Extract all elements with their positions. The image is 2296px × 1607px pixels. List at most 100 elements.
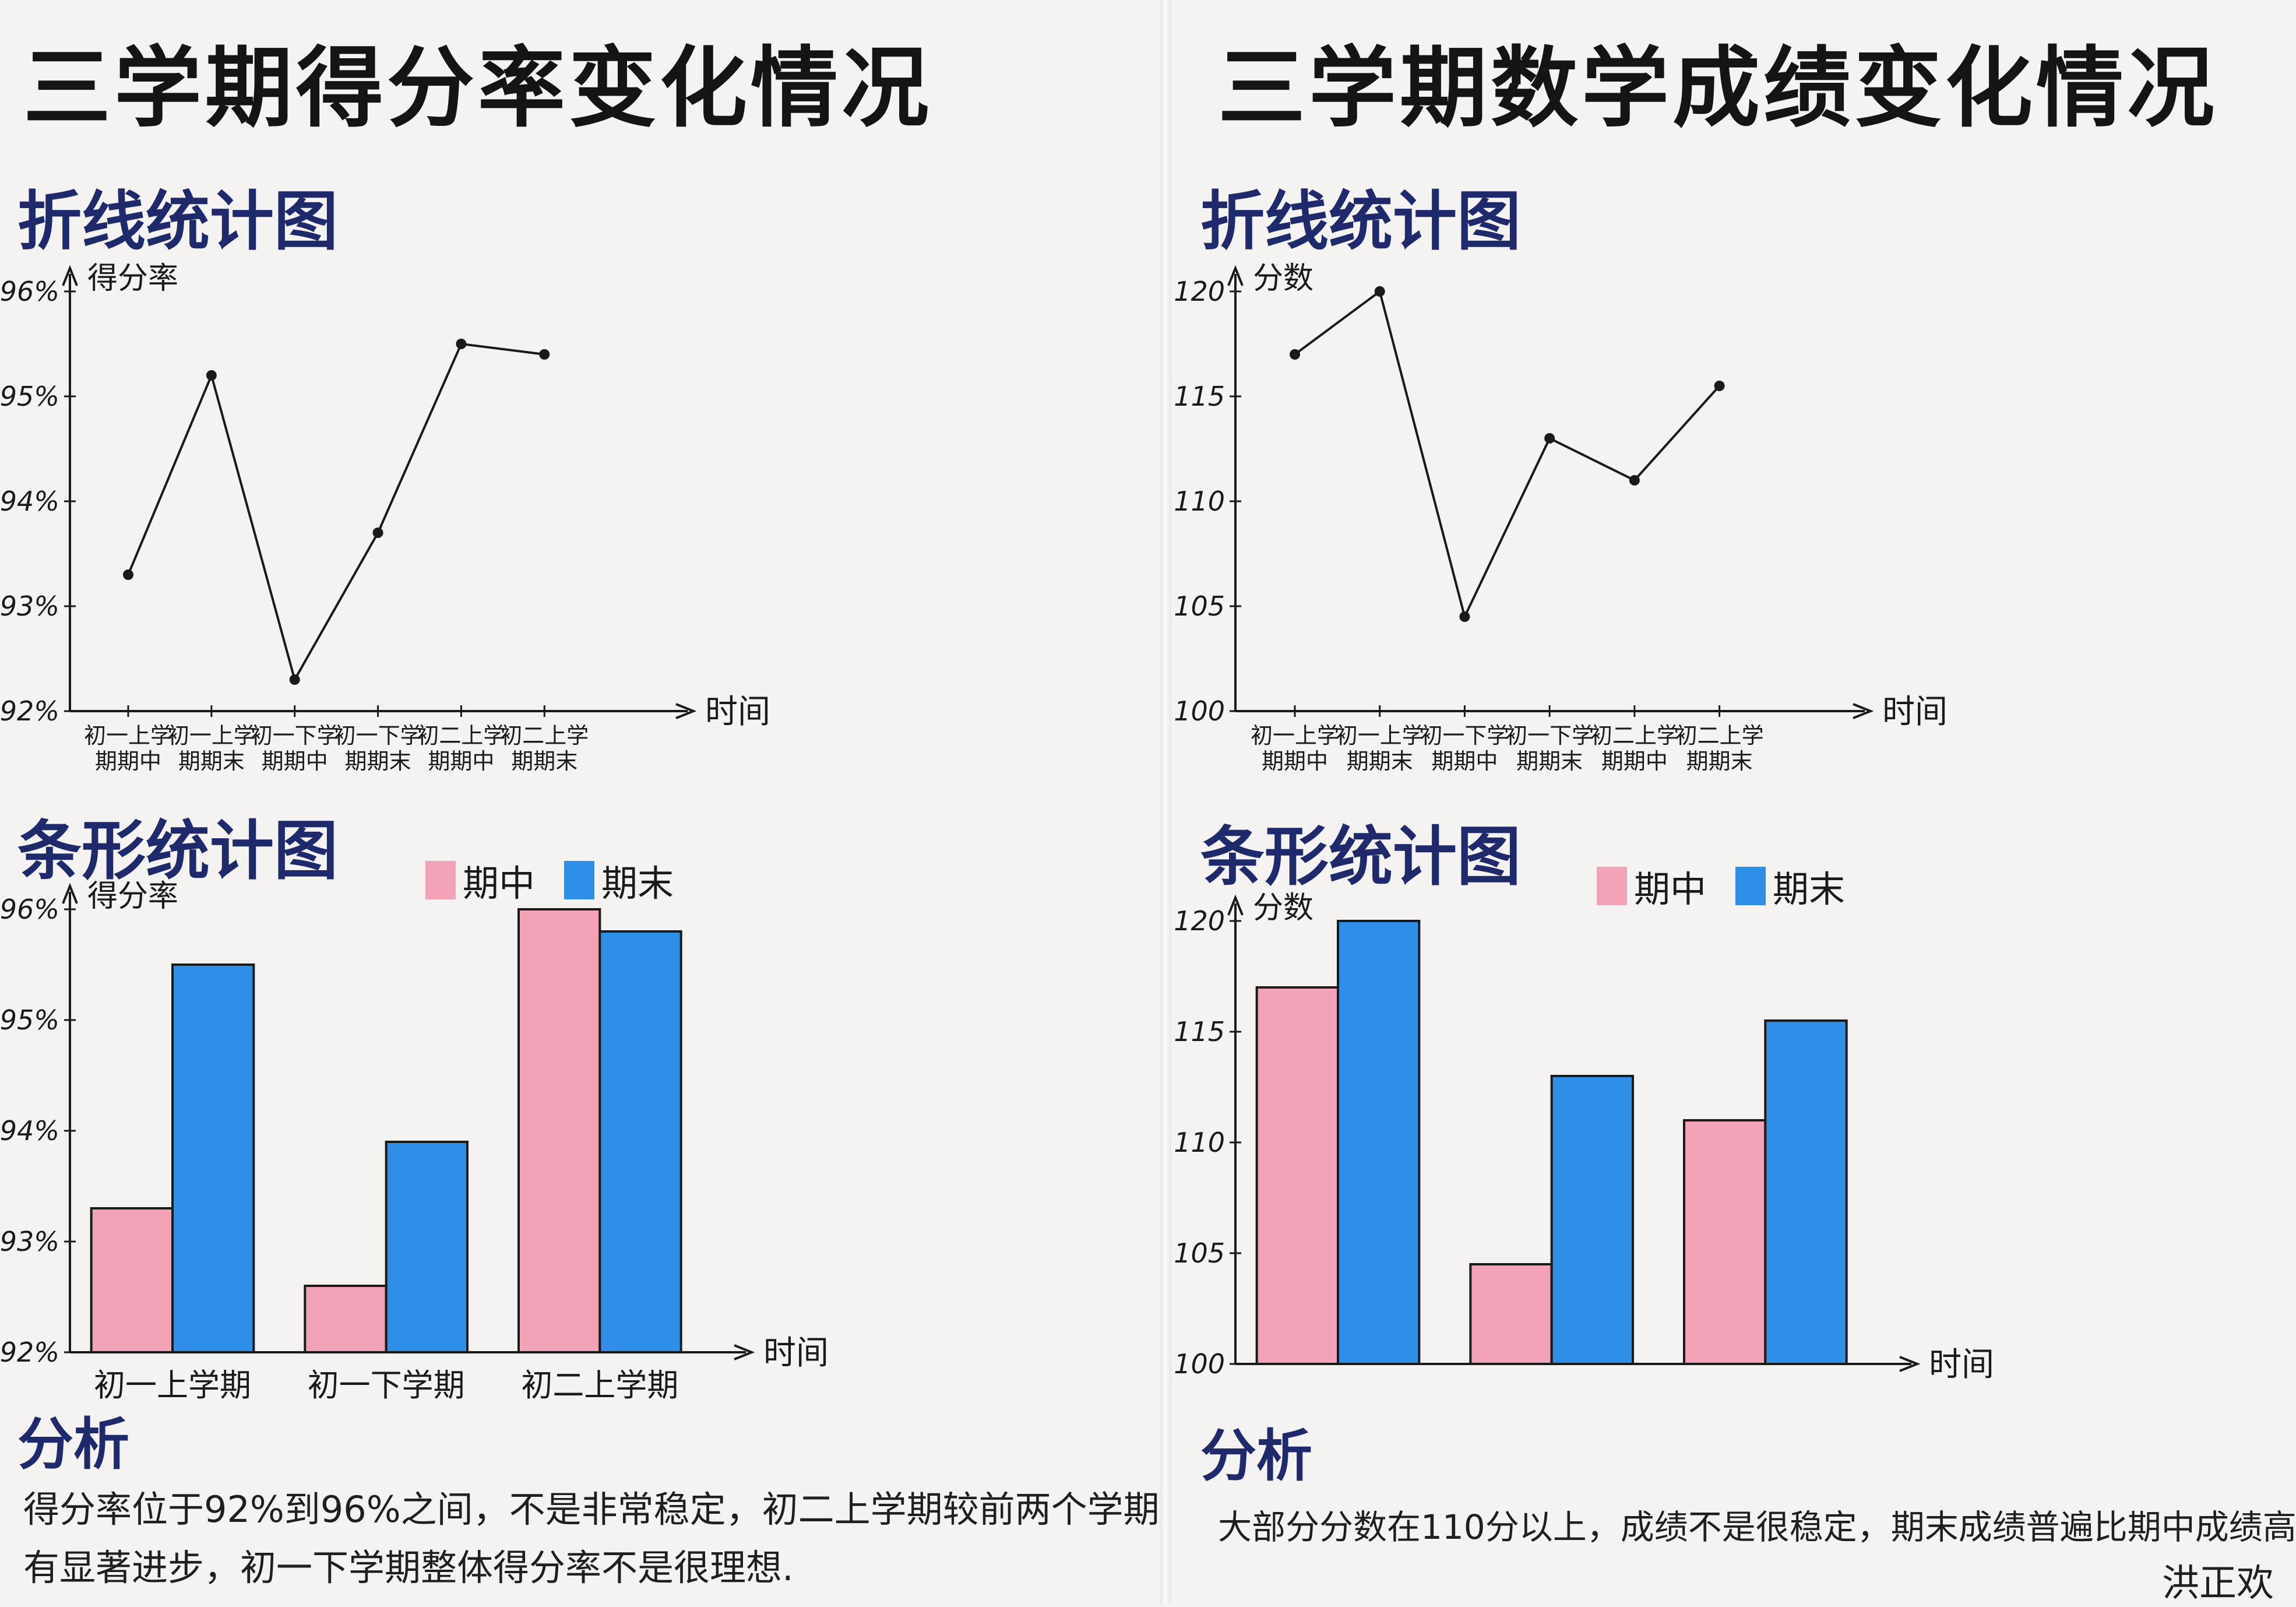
y-tick-label: 100 — [1174, 1348, 1225, 1380]
x-axis-arrow — [1853, 703, 1874, 719]
y-tick-label: 94% — [0, 1115, 59, 1147]
left-analysis-line-1: 得分率位于92%到96%之间，不是非常稳定，初二上学期较前两个学期 — [23, 1488, 1160, 1531]
x-axis-label: 时间 — [1882, 693, 1948, 731]
data-point — [1544, 433, 1555, 444]
data-point — [123, 569, 133, 580]
y-tick-label: 92% — [0, 1337, 59, 1368]
y-tick-label: 110 — [1174, 486, 1225, 517]
x-tick-label: 初二上学期期末 — [500, 723, 589, 774]
bar-final — [385, 1141, 469, 1353]
x-tick-label: 初一上学期期中 — [1251, 723, 1339, 774]
x-tick-label: 初一上学期 — [94, 1367, 251, 1404]
x-tick-label: 初一上学期期中 — [84, 723, 172, 774]
data-point — [1629, 475, 1640, 486]
y-tick-label: 96% — [0, 276, 59, 307]
bar-final — [1337, 920, 1421, 1365]
right-legend: 期中 期末 — [1597, 860, 1874, 912]
data-point — [539, 349, 550, 360]
y-axis-label: 得分率 — [87, 261, 178, 296]
y-tick-label: 120 — [1174, 905, 1225, 937]
bar-final — [1550, 1075, 1635, 1365]
data-point — [1459, 611, 1470, 622]
left-legend: 期中 期末 — [425, 854, 703, 906]
signature: 洪正欢 — [2162, 1562, 2274, 1605]
bar-midterm — [517, 908, 601, 1353]
y-tick-label: 95% — [0, 1004, 59, 1036]
y-axis-label: 分数 — [1253, 261, 1313, 296]
left-analysis: 得分率位于92%到96%之间，不是非常稳定，初二上学期较前两个学期 有显著进步，… — [23, 1481, 1160, 1597]
data-point — [1714, 381, 1725, 391]
legend-swatch-final — [564, 861, 595, 899]
bar-midterm — [90, 1207, 174, 1353]
x-tick-label: 初一下学期期中 — [251, 723, 339, 774]
y-tick-label: 115 — [1174, 381, 1225, 412]
bar-midterm — [1469, 1263, 1553, 1365]
legend-item-midterm-right: 期中 — [1597, 860, 1706, 912]
legend-label-midterm: 期中 — [463, 862, 536, 905]
x-tick-label: 初二上学期期中 — [417, 723, 505, 774]
x-axis-arrow — [734, 1344, 755, 1360]
x-tick-label: 初一上学期期末 — [167, 723, 256, 774]
legend-label-final: 期末 — [601, 862, 674, 905]
x-axis-arrow — [675, 703, 697, 719]
x-axis-label: 时间 — [763, 1334, 829, 1372]
bar-midterm — [1683, 1119, 1767, 1365]
x-tick-label: 初二上学期期末 — [1675, 723, 1764, 774]
legend-item-final-right: 期末 — [1735, 860, 1845, 912]
left-analysis-heading: 分析 — [17, 1412, 129, 1477]
right-line-heading: 折线统计图 — [1200, 184, 1521, 259]
y-tick-label: 100 — [1174, 695, 1225, 727]
y-tick-label: 94% — [0, 486, 59, 517]
left-main-title: 三学期得分率变化情况 — [23, 38, 933, 139]
bar-midterm — [1255, 986, 1339, 1365]
legend-label-midterm-right: 期中 — [1634, 868, 1707, 910]
right-panel: 三学期数学成绩变化情况 折线统计图 100 105 110 115 120 分数 时间 初一上… — [1171, 0, 2296, 1605]
right-analysis-line-1: 大部分分数在110分以上，成绩不是很稳定，期末成绩普遍比期中成绩高 — [1218, 1507, 2296, 1547]
x-axis-label: 时间 — [705, 693, 770, 731]
left-analysis-line-2: 有显著进步，初一下学期整体得分率不是很理想. — [23, 1546, 794, 1589]
left-line-chart: 92%93%94%95%96% 得分率时间初一上学期期中初一上学期期末初一下学期期… — [0, 261, 770, 774]
x-tick-label: 初二上学期 — [521, 1367, 678, 1404]
y-tick-label: 110 — [1174, 1127, 1225, 1158]
bar-midterm — [304, 1285, 388, 1353]
data-point — [289, 674, 300, 685]
x-axis-arrow — [1899, 1356, 1921, 1372]
x-tick-label: 初一上学期期末 — [1336, 723, 1424, 774]
legend-item-final: 期末 — [564, 854, 674, 906]
legend-swatch-midterm-right — [1597, 867, 1627, 905]
y-tick-label: 93% — [0, 1226, 59, 1257]
data-point — [1290, 349, 1300, 360]
y-axis-arrow — [1227, 265, 1244, 286]
data-point — [372, 528, 383, 538]
left-line-heading: 折线统计图 — [17, 184, 338, 259]
y-tick-label: 105 — [1174, 1237, 1225, 1269]
y-tick-label: 115 — [1174, 1016, 1225, 1047]
bar-final — [598, 930, 682, 1353]
x-tick-label: 初二上学期期中 — [1590, 723, 1679, 774]
y-tick-label: 105 — [1174, 590, 1225, 622]
left-bar-heading: 条形统计图 — [17, 814, 338, 888]
y-axis-arrow — [62, 265, 78, 286]
legend-swatch-final-right — [1735, 867, 1766, 905]
right-analysis-heading: 分析 — [1200, 1423, 1312, 1489]
y-tick-label: 120 — [1174, 276, 1225, 307]
data-point — [1374, 286, 1385, 297]
legend-item-midterm: 期中 — [425, 854, 535, 906]
data-point — [206, 370, 217, 381]
series-line — [1294, 289, 1721, 620]
page-fold — [1160, 0, 1171, 1604]
series-line — [127, 342, 545, 683]
x-tick-label: 初一下学期 — [308, 1367, 465, 1404]
legend-swatch-midterm — [425, 861, 456, 899]
right-analysis: 大部分分数在110分以上，成绩不是很稳定，期末成绩普遍比期中成绩高 — [1218, 1498, 2296, 1556]
left-panel: 三学期得分率变化情况 折线统计图 92% 93% 94% 95% 96% 得分率 时间 初一上… — [0, 38, 1160, 1597]
x-tick-label: 初一下学期期末 — [1505, 723, 1594, 774]
x-tick-label: 初一下学期期末 — [334, 723, 422, 774]
y-tick-label: 92% — [0, 695, 59, 727]
legend-label-final-right: 期末 — [1773, 868, 1846, 910]
y-tick-label: 93% — [0, 590, 59, 622]
bar-final — [171, 964, 255, 1353]
bar-final — [1764, 1019, 1848, 1365]
data-point — [456, 339, 467, 349]
